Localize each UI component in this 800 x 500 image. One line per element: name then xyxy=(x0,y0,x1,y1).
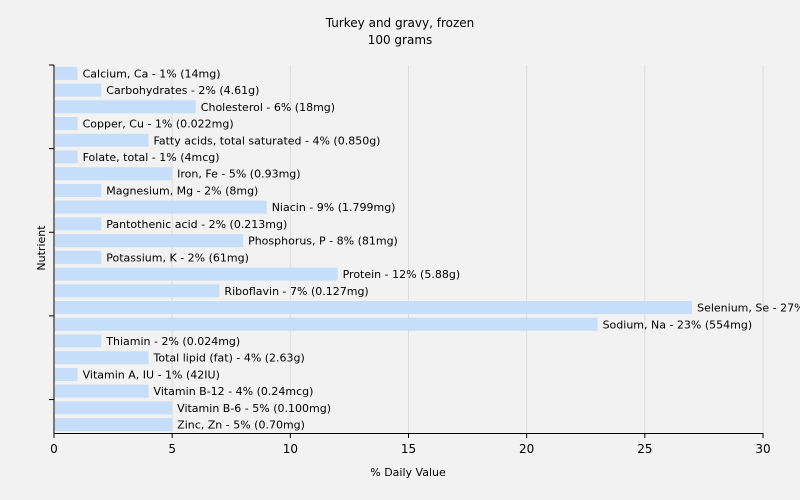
bar-label: Selenium, Se - 27% (19.2mcg) xyxy=(697,302,800,315)
bar-label: Magnesium, Mg - 2% (8mg) xyxy=(106,184,258,197)
bar xyxy=(55,150,78,164)
bar-label: Pantothenic acid - 2% (0.213mg) xyxy=(106,218,287,231)
bar-label: Total lipid (fat) - 4% (2.63g) xyxy=(153,352,305,365)
bar xyxy=(55,217,102,231)
bar-label: Potassium, K - 2% (61mg) xyxy=(106,251,249,264)
bar-label: Zinc, Zn - 5% (0.70mg) xyxy=(177,419,305,432)
gridlines xyxy=(171,65,764,433)
bar xyxy=(55,317,598,331)
axes: 0 5 10 15 20 25 30 xyxy=(49,64,771,456)
bar-label: Protein - 12% (5.88g) xyxy=(343,268,461,281)
x-tick-label: 15 xyxy=(401,442,416,456)
bar xyxy=(55,117,78,131)
bar xyxy=(55,384,149,398)
bar xyxy=(55,267,338,281)
bar xyxy=(55,418,173,432)
x-tick-label: 25 xyxy=(637,442,652,456)
bar xyxy=(55,133,149,147)
bar xyxy=(55,401,173,415)
bars xyxy=(55,66,693,432)
bar xyxy=(55,334,102,348)
x-tick-label: 20 xyxy=(519,442,534,456)
bar-labels: Calcium, Ca - 1% (14mg) Carbohydrates - 2… xyxy=(83,67,800,431)
x-tick-label: 0 xyxy=(50,442,58,456)
bar xyxy=(55,183,102,197)
bar xyxy=(55,367,78,381)
bar xyxy=(55,100,196,114)
bar-label: Iron, Fe - 5% (0.93mg) xyxy=(177,168,300,181)
bar xyxy=(55,301,693,315)
bar xyxy=(55,250,102,264)
bar-label: Riboflavin - 7% (0.127mg) xyxy=(224,285,368,298)
bar xyxy=(55,66,78,80)
bar xyxy=(55,284,220,298)
bar-label: Cholesterol - 6% (18mg) xyxy=(201,101,335,114)
bar-label: Vitamin A, IU - 1% (42IU) xyxy=(83,368,220,381)
x-tick-label: 10 xyxy=(283,442,298,456)
bar-label: Fatty acids, total saturated - 4% (0.850… xyxy=(154,134,381,147)
chart-subtitle: 100 grams xyxy=(368,33,433,47)
bar-label: Calcium, Ca - 1% (14mg) xyxy=(83,67,221,80)
x-tick-label: 30 xyxy=(755,442,770,456)
chart-title: Turkey and gravy, frozen xyxy=(325,16,475,30)
bar xyxy=(55,200,267,214)
bar-label: Copper, Cu - 1% (0.022mg) xyxy=(83,118,234,131)
bar-label: Sodium, Na - 23% (554mg) xyxy=(603,318,753,331)
bar xyxy=(55,167,173,181)
bar-label: Thiamin - 2% (0.024mg) xyxy=(105,335,240,348)
x-axis-label: % Daily Value xyxy=(370,466,446,479)
bar xyxy=(55,83,102,97)
x-tick-label: 5 xyxy=(168,442,176,456)
bar-label: Vitamin B-12 - 4% (0.24mcg) xyxy=(154,385,314,398)
bar-label: Carbohydrates - 2% (4.61g) xyxy=(106,84,259,97)
bar-label: Phosphorus, P - 8% (81mg) xyxy=(248,235,398,248)
bar-label: Niacin - 9% (1.799mg) xyxy=(272,201,396,214)
bar-label: Folate, total - 1% (4mcg) xyxy=(83,151,220,164)
bar xyxy=(55,234,244,248)
y-axis-label: Nutrient xyxy=(35,225,48,271)
bar-label: Vitamin B-6 - 5% (0.100mg) xyxy=(177,402,331,415)
bar xyxy=(55,351,149,365)
